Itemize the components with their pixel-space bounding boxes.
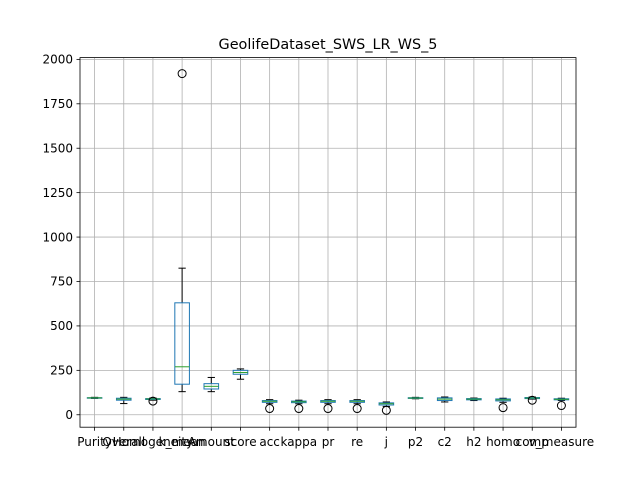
box-homogeneity (145, 396, 161, 406)
box-overall (115, 396, 132, 405)
x-tick-label: p2 (408, 435, 423, 449)
x-tick-label: score (224, 435, 256, 449)
box-comp (524, 395, 541, 405)
outlier-point (265, 404, 275, 414)
box-v-measure (553, 397, 570, 411)
y-axis: 0 250 500 750 1000 1250 1500 1750 2000 (42, 53, 80, 422)
box-body (174, 302, 190, 385)
x-tick-label: Homogeneity (113, 435, 194, 449)
outlier-point (527, 395, 537, 405)
y-tick-label: 1000 (42, 230, 73, 244)
x-tick-label: c2 (438, 435, 452, 449)
box-h2 (466, 397, 482, 402)
y-tick-label: 250 (50, 364, 73, 378)
x-tick-label: homo (486, 435, 520, 449)
y-tick-label: 1750 (42, 97, 73, 111)
outlier-point (352, 404, 362, 414)
x-tick-label: j (384, 435, 388, 449)
box-score (232, 368, 249, 380)
x-tick-label: comp (516, 435, 549, 449)
x-tick-label: v_measure (529, 435, 594, 449)
box-purity (86, 396, 103, 399)
box-p2 (407, 396, 424, 400)
x-tick-label: Purity (77, 435, 112, 449)
x-tick-label: re (351, 435, 363, 449)
outlier-point (556, 401, 566, 411)
x-axis: PurityOverallHomogeneityk_meanAmountscor… (77, 427, 594, 449)
outlier-point (381, 405, 391, 415)
y-tick-label: 0 (65, 408, 73, 422)
outlier-point (294, 404, 304, 414)
outlier-point (498, 403, 508, 413)
x-tick-label: Overall (102, 435, 145, 449)
x-tick-label: acc (259, 435, 280, 449)
x-tick-label: Amount (188, 435, 235, 449)
outlier-point (177, 69, 187, 79)
x-tick-label: h2 (466, 435, 481, 449)
y-tick-label: 1250 (42, 186, 73, 200)
box-re (349, 399, 365, 414)
y-tick-label: 1500 (42, 141, 73, 155)
box-k-mean (174, 69, 190, 393)
box-kappa (291, 399, 307, 414)
y-tick-label: 2000 (42, 53, 73, 67)
box-amount (203, 376, 220, 393)
x-tick-label: pr (322, 435, 335, 449)
grid-layer (80, 57, 576, 428)
outlier-point (323, 404, 333, 414)
box-pr (320, 399, 336, 414)
x-tick-label: kappa (280, 435, 317, 449)
chart-title: GeolifeDataset_SWS_LR_WS_5 (219, 37, 438, 53)
box-acc (261, 399, 278, 414)
box-j (378, 401, 395, 415)
y-tick-label: 500 (50, 319, 73, 333)
y-tick-label: 750 (50, 275, 73, 289)
outlier-point (148, 396, 158, 406)
box-homo (495, 397, 511, 413)
box-c2 (436, 396, 453, 403)
x-tick-label: k_mean (159, 435, 206, 449)
box-layer (86, 69, 570, 415)
